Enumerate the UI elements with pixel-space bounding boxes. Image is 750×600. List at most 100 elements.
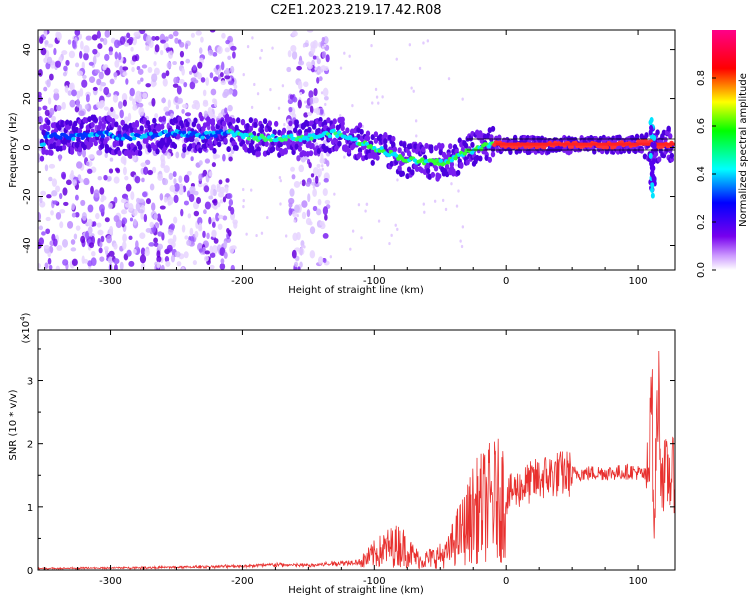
spectrogram-noise-cell [314,175,319,184]
spectrogram-noise-cell [113,176,120,184]
ridge-cell [71,136,76,141]
spectrogram-speckle [279,179,283,183]
spectrogram-noise-cell [161,97,167,104]
spectrogram-speckle [320,69,324,73]
spectrogram-noise-cell [229,65,235,74]
spectrogram-noise-cell [119,65,123,75]
spectrogram-noise-cell [83,177,90,186]
spectrogram-noise-cell [93,189,100,198]
spectrogram-noise-cell [185,58,191,64]
x-tick-label: -200 [231,276,254,287]
spectrogram-noise-cell [309,250,316,259]
ridge-halo-cell [340,120,345,127]
spectrogram-speckle [339,114,342,118]
spectrogram-noise-cell [123,116,129,124]
spectrogram-noise-cell [104,152,108,159]
ridge-halo-cell [391,135,396,142]
spectrogram-speckle [371,101,374,105]
ridge-halo-cell [240,119,246,126]
ridge-halo-cell [223,137,228,144]
ridge-halo-cell [231,117,236,124]
spectrogram-noise-cell [104,217,110,223]
spectrogram-noise-cell [149,221,154,228]
spectrogram-noise-cell [140,162,147,168]
spectrogram-speckle [321,164,324,168]
spectrogram-noise-cell [210,88,217,96]
spectrogram-speckle [410,86,413,90]
spectrogram-speckle [457,189,460,193]
spectrogram-noise-cell [159,205,166,210]
burst-cell [648,119,653,126]
ridge-halo-cell [297,145,303,152]
spectrogram-noise-cell [200,77,206,83]
spectrogram-noise-cell [286,124,294,131]
spectrogram-speckle [339,66,343,70]
ridge-halo-cell [57,124,62,131]
ridge-cell [379,146,384,151]
ridge-halo-cell [531,135,537,142]
spectrogram-speckle [250,188,253,192]
spectrogram-noise-cell [39,36,44,44]
ridge-halo-cell [392,146,398,153]
spectrogram-noise-cell [310,44,316,54]
spectrogram-noise-cell [88,76,96,83]
spectrogram-noise-cell [222,196,227,203]
spectrogram-noise-cell [43,30,48,37]
ridge-halo-cell [66,141,72,148]
spectrogram-noise-cell [186,170,192,176]
ridge-cell [309,136,314,141]
ridge-halo-cell [248,117,254,124]
spectrogram-noise-cell [80,235,86,244]
snr-series-line [38,350,675,570]
spectrogram-noise-cell [227,104,233,112]
spectrogram-speckle [374,87,378,91]
spectrogram-speckle [296,213,299,218]
spectrogram-noise-cell [151,202,156,211]
spectrogram-noise-cell [189,81,196,90]
spectrogram-noise-cell [224,75,231,80]
spectrogram-speckle [314,67,317,71]
spectrogram-speckle [253,82,256,87]
burst-cell [649,126,654,133]
spectrogram-noise-cell [173,178,177,185]
burst-cell [652,141,657,148]
spectrogram-noise-cell [96,222,102,228]
spectrogram-noise-cell [194,230,199,238]
ridge-halo-cell [286,139,292,146]
spectrogram-noise-cell [223,251,228,259]
ridge-halo-cell [44,149,49,156]
ridge-halo-cell [340,125,345,132]
spectrogram-noise-cell [217,214,224,219]
spectrogram-noise-cell [102,64,107,71]
spectrogram-noise-cell [172,234,177,243]
spectrogram-noise-cell [68,50,76,59]
spectrogram-noise-cell [49,107,55,116]
ridge-halo-cell [104,147,110,154]
spectrogram-speckle [242,199,245,203]
spectrogram-noise-cell [63,201,69,207]
spectrogram-noise-cell [38,68,43,77]
spectrogram-speckle [299,181,303,185]
spectrogram-noise-cell [210,188,214,197]
ridge-cell [172,132,178,137]
ridge-halo-cell [256,146,261,153]
spectrogram-noise-cell [292,210,297,218]
y-tick-label: -40 [22,237,33,253]
spectrogram-noise-cell [71,203,75,211]
spectrogram-noise-cell [117,52,122,61]
spectrogram-noise-cell [47,257,52,265]
spectrogram-noise-cell [214,154,221,159]
spectrogram-noise-cell [160,158,166,167]
spectrogram-noise-cell [87,204,94,213]
ridge-halo-cell [383,132,388,139]
ridge-cell [213,133,218,138]
spectrogram-noise-cell [92,48,98,55]
spectrogram-noise-cell [153,60,157,67]
spectrogram-noise-cell [81,255,85,264]
spectrogram-speckle [283,123,286,127]
spectrogram-noise-cell [109,225,114,235]
spectrogram-noise-cell [44,40,49,45]
spectrogram-noise-cell [129,217,134,222]
ridge-cell [289,133,294,138]
spectrogram-noise-cell [207,107,213,115]
